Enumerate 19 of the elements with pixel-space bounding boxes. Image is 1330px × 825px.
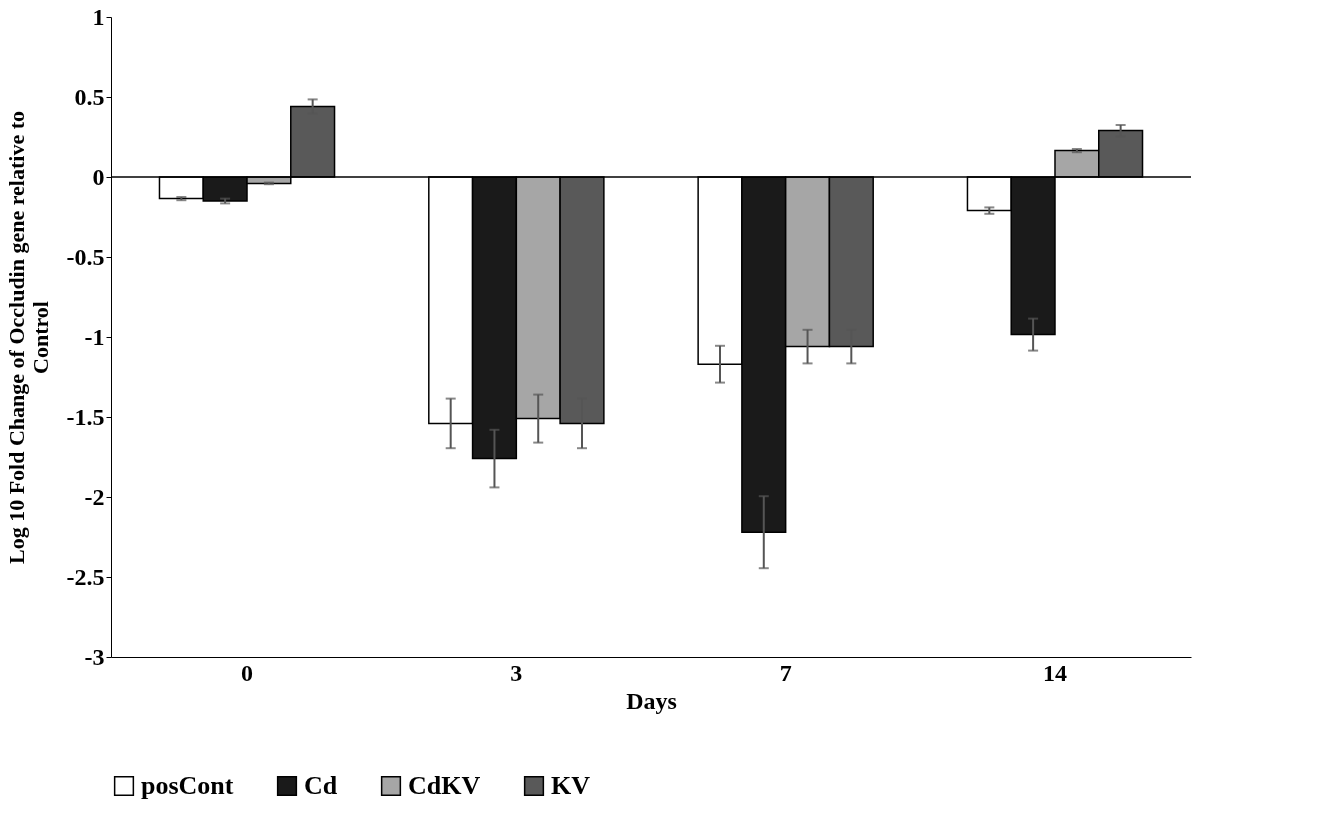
legend-label: Cd [304,771,338,800]
y-axis-title: Log 10 Fold Change of Occludin gene relative to Control [3,110,53,565]
y-tick-label: -2 [84,483,105,510]
y-tick-label: -1.5 [66,403,105,430]
x-tick-label: 0 [241,659,254,686]
x-tick-label: 3 [510,659,523,686]
x-tick-label: 7 [779,659,792,686]
legend-label: posCont [141,771,234,800]
y-tick-label: -1 [84,323,105,350]
legend-label: KV [551,771,591,800]
y-tick-label: -0.5 [66,243,105,270]
x-tick-label: 14 [1042,659,1067,686]
y-tick-label: -3 [84,643,105,670]
y-tick-label: 1 [92,3,105,30]
x-axis-title: Days [626,687,677,714]
y-tick-label: 0 [92,163,105,190]
y-tick-label: -2.5 [66,563,105,590]
legend-label: CdKV [408,771,481,800]
y-tick-label: 0.5 [74,83,105,110]
